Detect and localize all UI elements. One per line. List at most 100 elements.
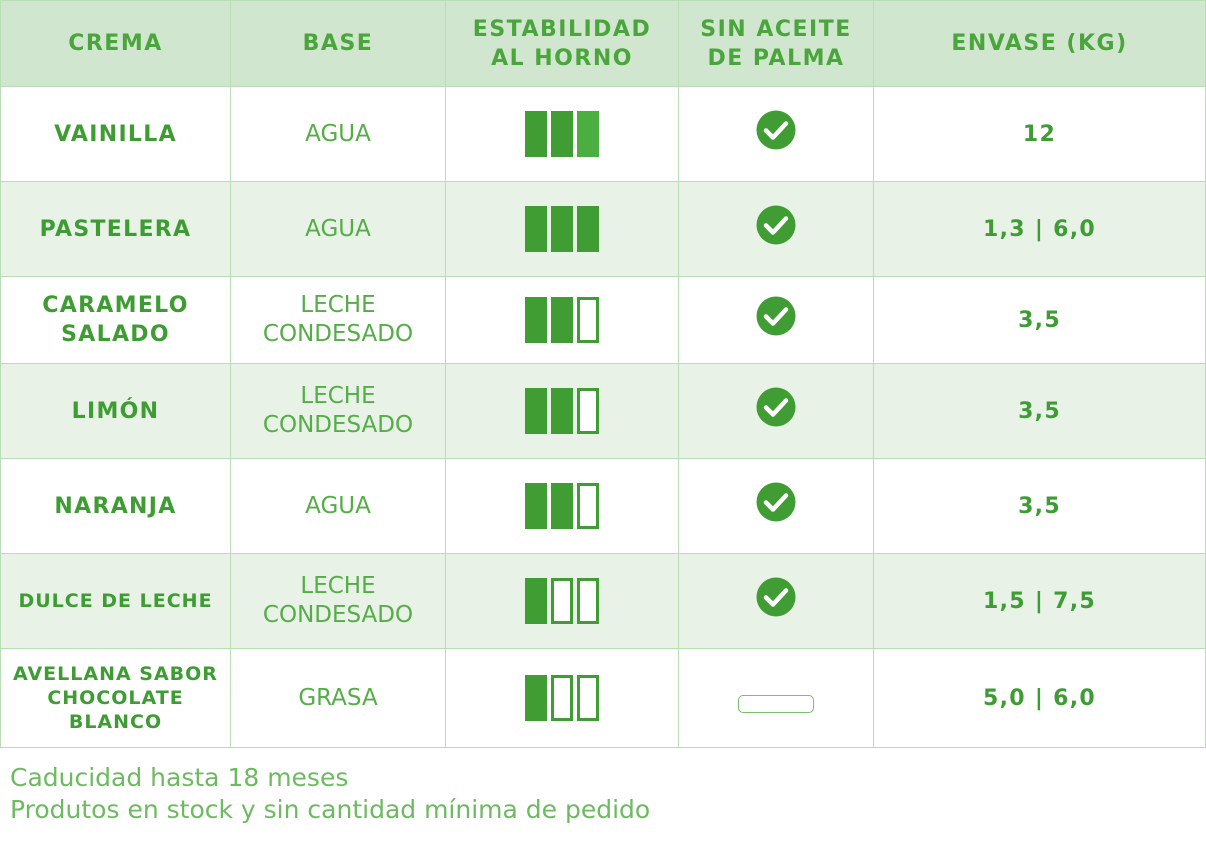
stability-meter xyxy=(525,111,599,157)
cell-crema: PASTELERA xyxy=(0,181,231,277)
cell-base: LECHE CONDESADO xyxy=(230,276,446,364)
table-row: NARANJA AGUA 3,5 xyxy=(0,458,1206,554)
cell-sin-aceite xyxy=(678,458,874,554)
header-sin-aceite-line1: SIN ACEITE xyxy=(700,16,852,42)
cell-sin-aceite xyxy=(678,553,874,649)
outlined-bar-icon xyxy=(551,578,573,624)
cell-crema: DULCE DE LECHE xyxy=(0,553,231,649)
table-row: PASTELERA AGUA 1,3 | 6,0 xyxy=(0,181,1206,277)
cell-sin-aceite xyxy=(678,363,874,459)
stability-meter xyxy=(525,483,599,529)
cell-sin-aceite xyxy=(678,86,874,182)
base-line: AGUA xyxy=(305,120,371,147)
filled-bar-icon xyxy=(525,578,547,624)
crema-name-line: BLANCO xyxy=(68,711,163,733)
table-row: DULCE DE LECHE LECHE CONDESADO 1,5 | 7,5 xyxy=(0,553,1206,649)
base-line: AGUA xyxy=(305,492,371,519)
cell-estabilidad xyxy=(445,553,679,649)
table-row: LIMÓN LECHE CONDESADO 3,5 xyxy=(0,363,1206,459)
outlined-bar-icon xyxy=(577,388,599,434)
cell-envase: 3,5 xyxy=(873,458,1206,554)
check-circle-icon xyxy=(756,110,796,150)
outlined-bar-icon xyxy=(551,675,573,721)
filled-bar-icon xyxy=(551,111,573,157)
check-circle-icon xyxy=(756,205,796,245)
table-row: AVELLANA SABOR CHOCOLATE BLANCO GRASA 5,0 | … xyxy=(0,648,1206,748)
cell-base: AGUA xyxy=(230,181,446,277)
cell-base: GRASA xyxy=(230,648,446,748)
base-line: CONDESADO xyxy=(262,602,414,628)
filled-bar-icon xyxy=(551,297,573,343)
table-row: CARAMELO SALADO LECHE CONDESADO 3,5 xyxy=(0,276,1206,364)
stability-meter xyxy=(525,675,599,721)
product-table: CREMA BASE ESTABILIDAD AL HORNO SIN ACEI… xyxy=(0,0,1206,748)
header-base: BASE xyxy=(230,0,446,87)
cell-envase: 1,3 | 6,0 xyxy=(873,181,1206,277)
check-circle-icon xyxy=(756,577,796,617)
header-crema: CREMA xyxy=(0,0,231,87)
cell-base: AGUA xyxy=(230,458,446,554)
footer-stock-note: Produtos en stock y sin cantidad mínima … xyxy=(10,795,651,824)
outlined-bar-icon xyxy=(577,578,599,624)
cell-estabilidad xyxy=(445,86,679,182)
table-row: VAINILLA AGUA 12 xyxy=(0,86,1206,182)
header-envase: ENVASE (KG) xyxy=(873,0,1206,87)
crema-name-line: SALADO xyxy=(61,322,170,347)
cell-estabilidad xyxy=(445,458,679,554)
base-line: GRASA xyxy=(298,684,378,711)
header-estabilidad: ESTABILIDAD AL HORNO xyxy=(445,0,679,87)
stability-meter xyxy=(525,388,599,434)
header-sin-aceite-line2: DE PALMA xyxy=(707,45,845,71)
cell-envase: 1,5 | 7,5 xyxy=(873,553,1206,649)
cell-crema: LIMÓN xyxy=(0,363,231,459)
outlined-bar-icon xyxy=(577,675,599,721)
cell-base: LECHE CONDESADO xyxy=(230,553,446,649)
filled-bar-icon xyxy=(525,675,547,721)
check-circle-icon xyxy=(756,296,796,336)
crema-name-line: NARANJA xyxy=(54,493,177,519)
footer-notes: Caducidad hasta 18 meses Produtos en sto… xyxy=(10,762,650,826)
filled-bar-icon xyxy=(525,111,547,157)
cell-estabilidad xyxy=(445,181,679,277)
cell-base: LECHE CONDESADO xyxy=(230,363,446,459)
footer-expiry-note: Caducidad hasta 18 meses xyxy=(10,763,349,792)
stability-meter xyxy=(525,297,599,343)
base-line: AGUA xyxy=(305,215,371,242)
stability-meter xyxy=(525,206,599,252)
cell-envase: 5,0 | 6,0 xyxy=(873,648,1206,748)
crema-name-line: LIMÓN xyxy=(71,398,160,424)
crema-name-line: AVELLANA SABOR xyxy=(13,663,218,685)
header-sin-aceite: SIN ACEITE DE PALMA xyxy=(678,0,874,87)
filled-bar-icon xyxy=(525,297,547,343)
cell-crema: CARAMELO SALADO xyxy=(0,276,231,364)
base-line: CONDESADO xyxy=(262,321,414,347)
cell-base: AGUA xyxy=(230,86,446,182)
base-line: CONDESADO xyxy=(262,412,414,438)
crema-name-line: CARAMELO xyxy=(42,293,189,318)
cell-sin-aceite xyxy=(678,181,874,277)
cell-envase: 3,5 xyxy=(873,276,1206,364)
base-line: LECHE xyxy=(300,573,376,599)
crema-name-line: PASTELERA xyxy=(39,216,192,242)
header-estabilidad-line2: AL HORNO xyxy=(491,45,633,71)
table-body: VAINILLA AGUA 12 PASTELERA AGUA 1,3 | 6,0 CARA… xyxy=(0,86,1206,748)
cell-sin-aceite xyxy=(678,648,874,748)
cell-estabilidad xyxy=(445,276,679,364)
empty-pill-icon xyxy=(738,695,814,713)
cell-estabilidad xyxy=(445,648,679,748)
check-circle-icon xyxy=(756,387,796,427)
header-estabilidad-line1: ESTABILIDAD xyxy=(472,16,652,42)
crema-name-line: VAINILLA xyxy=(54,121,177,147)
cell-crema: VAINILLA xyxy=(0,86,231,182)
cell-estabilidad xyxy=(445,363,679,459)
filled-bar-icon xyxy=(551,206,573,252)
cell-envase: 12 xyxy=(873,86,1206,182)
crema-name-line: DULCE DE LECHE xyxy=(18,590,213,612)
base-line: LECHE xyxy=(300,383,376,409)
cell-envase: 3,5 xyxy=(873,363,1206,459)
header-row: CREMA BASE ESTABILIDAD AL HORNO SIN ACEI… xyxy=(0,0,1206,87)
filled-bar-icon xyxy=(551,483,573,529)
cell-crema: AVELLANA SABOR CHOCOLATE BLANCO xyxy=(0,648,231,748)
check-circle-icon xyxy=(756,482,796,522)
base-line: LECHE xyxy=(300,292,376,318)
